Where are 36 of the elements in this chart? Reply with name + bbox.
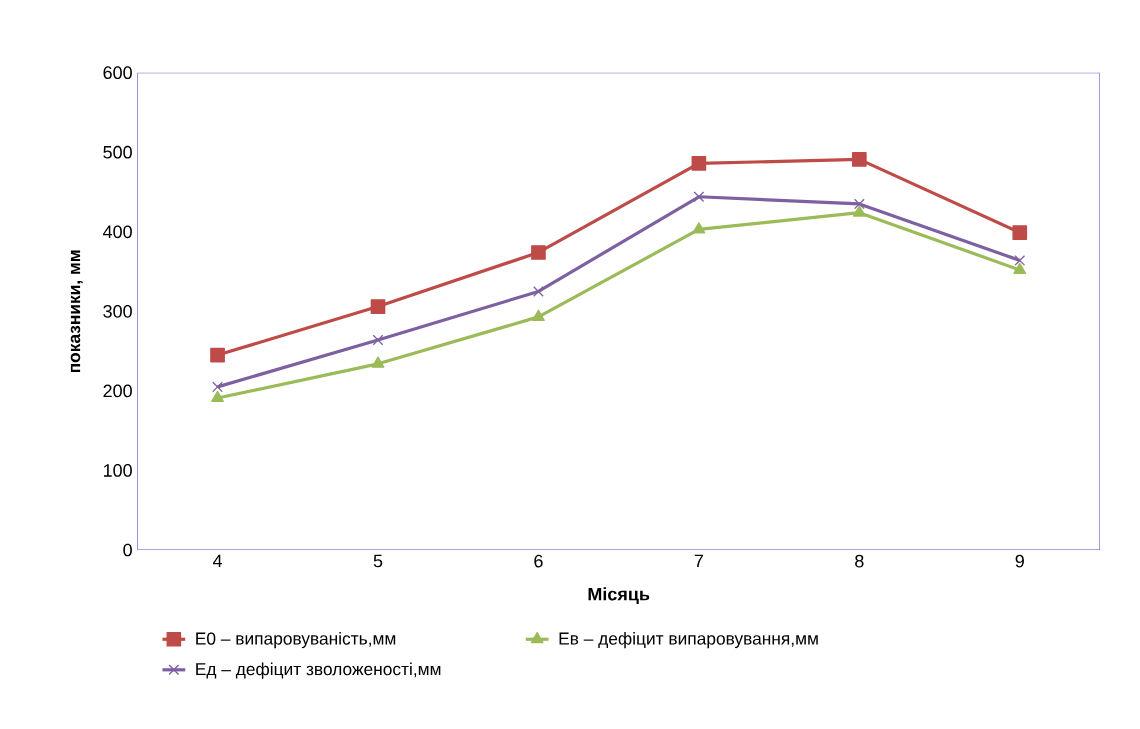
point bbox=[853, 198, 865, 210]
legend-label: Eв – дефіцит випаровування,мм bbox=[559, 631, 818, 648]
point bbox=[533, 285, 544, 297]
point bbox=[1013, 262, 1027, 274]
point bbox=[371, 356, 385, 368]
point bbox=[693, 191, 705, 202]
y-tick-label: 500 bbox=[103, 145, 132, 159]
point bbox=[210, 347, 225, 363]
x-tick-label: 7 bbox=[694, 554, 703, 567]
y-axis-title: показники, мм bbox=[70, 250, 83, 372]
x-tick-label: 5 bbox=[373, 554, 383, 568]
point bbox=[211, 390, 224, 402]
y-tick-label: 600 bbox=[103, 66, 132, 79]
y-tick-label: 300 bbox=[103, 304, 132, 318]
x-tick-label: 8 bbox=[855, 554, 864, 568]
y-tick-label: 400 bbox=[103, 225, 132, 238]
x-tick-label: 4 bbox=[212, 554, 223, 567]
x-axis-title: Місяць bbox=[588, 587, 650, 604]
point bbox=[212, 381, 223, 393]
x-tick-label: 6 bbox=[534, 554, 543, 568]
legend-label: E0 – випаровуваність,мм bbox=[196, 631, 396, 648]
point bbox=[691, 155, 707, 171]
point bbox=[1014, 254, 1026, 266]
point bbox=[852, 205, 866, 217]
y-tick-label: 100 bbox=[103, 463, 132, 477]
point bbox=[531, 244, 546, 260]
point bbox=[1012, 225, 1028, 240]
y-tick-label: 200 bbox=[103, 384, 132, 398]
point bbox=[372, 334, 384, 346]
point bbox=[532, 309, 545, 321]
y-tick-label: 0 bbox=[123, 543, 132, 557]
x-tick-label: 9 bbox=[1015, 554, 1024, 568]
point bbox=[370, 299, 386, 314]
point bbox=[692, 221, 706, 234]
point bbox=[851, 151, 867, 167]
legend-label: Eд – дефіцит зволоженості,мм bbox=[196, 662, 441, 679]
